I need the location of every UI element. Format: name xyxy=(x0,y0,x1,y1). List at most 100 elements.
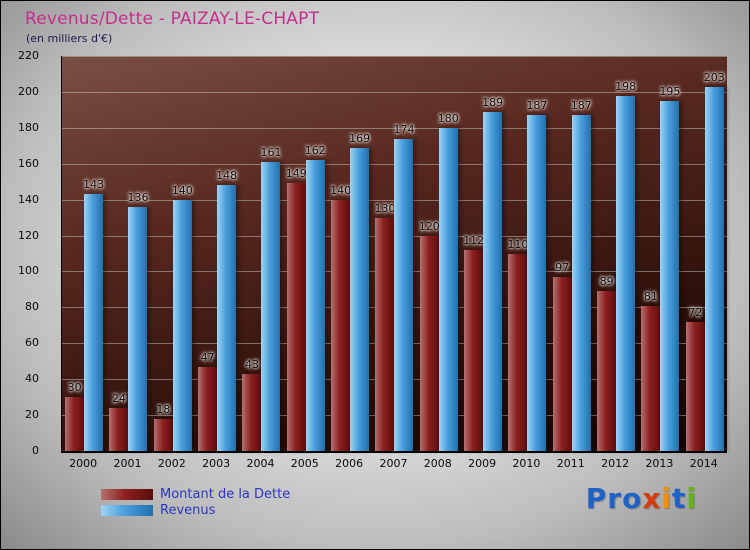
bar-group: 130 174 xyxy=(372,56,416,451)
y-tick-label: 100 xyxy=(18,264,39,278)
bar-group: 89 198 xyxy=(594,56,638,451)
bar-value-label: 112 xyxy=(463,233,485,247)
gridline xyxy=(62,91,727,93)
x-tick-label: 2011 xyxy=(556,457,585,470)
bar-value-label: 187 xyxy=(526,99,548,113)
bar-value-label: 97 xyxy=(555,260,570,274)
plot-area: 30 143 24 136 18 140 47 148 43 161 149 162 140 169 130… xyxy=(61,56,727,453)
bar-group: 140 169 xyxy=(328,56,372,451)
x-tick-label: 2009 xyxy=(468,457,497,470)
bar-value-label: 198 xyxy=(615,79,637,93)
bar-group: 110 187 xyxy=(505,56,549,451)
bar-value-label: 120 xyxy=(418,219,440,233)
x-tick-label: 2013 xyxy=(645,457,674,470)
bar-value-label: 203 xyxy=(703,70,725,84)
logo-letter: o xyxy=(622,482,643,515)
bar-group: 30 143 xyxy=(62,56,106,451)
dette-bar: 130 xyxy=(374,202,395,451)
bar-value-label: 180 xyxy=(437,111,459,125)
legend-item: Montant de la Dette xyxy=(101,486,291,502)
dette-bar: 89 xyxy=(597,275,617,451)
bar-value-label: 30 xyxy=(67,381,82,395)
bar-value-label: 18 xyxy=(156,402,171,416)
bar-group: 47 148 xyxy=(195,56,239,451)
y-tick-label: 40 xyxy=(25,372,39,386)
y-tick-label: 80 xyxy=(25,300,39,314)
bar-group: 18 140 xyxy=(151,56,195,451)
x-tick-label: 2004 xyxy=(246,457,275,470)
bar-value-label: 149 xyxy=(285,167,307,181)
bar-value-label: 47 xyxy=(200,350,215,364)
dette-bar: 43 xyxy=(242,358,262,451)
y-tick-label: 180 xyxy=(18,120,39,134)
bar-value-label: 189 xyxy=(482,95,504,109)
x-tick-label: 2007 xyxy=(379,457,408,470)
bar-value-label: 136 xyxy=(127,190,149,204)
dette-bar: 18 xyxy=(153,403,173,451)
legend-label: Montant de la Dette xyxy=(160,486,291,502)
x-tick-label: 2010 xyxy=(512,457,541,470)
gridline xyxy=(62,56,727,57)
dette-bar: 30 xyxy=(65,381,85,451)
bar-value-label: 161 xyxy=(260,145,282,159)
bar-group: 24 136 xyxy=(106,56,150,451)
dette-bar: 140 xyxy=(330,184,351,451)
dette-bar: 120 xyxy=(419,220,440,451)
bar-value-label: 24 xyxy=(111,391,126,405)
dette-bar: 81 xyxy=(641,290,661,451)
bar-value-label: 43 xyxy=(244,357,259,371)
revenus-bar: 143 xyxy=(83,178,104,451)
bar-value-label: 162 xyxy=(304,144,326,158)
logo-letter: r xyxy=(607,482,623,515)
revenus-bar: 136 xyxy=(127,191,148,451)
bar-groups: 30 143 24 136 18 140 47 148 43 161 149 162 140 169 130… xyxy=(62,56,727,451)
revenus-bar: 174 xyxy=(393,123,414,451)
bar-group: 43 161 xyxy=(239,56,283,451)
bar-group: 149 162 xyxy=(284,56,328,451)
legend-item: Revenus xyxy=(101,502,290,518)
x-tick-label: 2005 xyxy=(290,457,319,470)
gridline xyxy=(62,127,727,129)
bar-group: 120 180 xyxy=(417,56,461,451)
revenus-bar: 148 xyxy=(216,169,237,451)
legend: Montant de la Dette Revenus xyxy=(101,487,290,519)
chart-subtitle: (en milliers d'€) xyxy=(26,32,113,45)
legend-swatch xyxy=(101,504,153,516)
dette-bar: 112 xyxy=(463,234,484,451)
bar-value-label: 187 xyxy=(570,99,592,113)
bar-value-label: 81 xyxy=(643,289,658,303)
revenus-bar: 162 xyxy=(305,144,326,451)
x-tick-label: 2014 xyxy=(689,457,718,470)
bar-value-label: 148 xyxy=(216,169,238,183)
y-axis-labels: 0 20 40 60 80 100 120 140 160 180 200 220 xyxy=(1,49,55,457)
revenus-bar: 189 xyxy=(482,96,503,451)
revenus-bar: 198 xyxy=(615,80,636,451)
y-tick-label: 60 xyxy=(25,336,39,350)
x-axis-labels: 2000 2001 2002 2003 2004 2005 2006 2007 2008 2009… xyxy=(61,457,726,470)
x-tick-label: 2002 xyxy=(157,457,186,470)
bar-group: 97 187 xyxy=(550,56,594,451)
bar-value-label: 72 xyxy=(688,305,703,319)
bar-value-label: 169 xyxy=(349,131,371,145)
bar-group: 112 189 xyxy=(461,56,505,451)
logo-letter: i xyxy=(661,482,672,515)
y-tick-label: 140 xyxy=(18,192,39,206)
logo-letter: P xyxy=(585,482,608,515)
y-tick-label: 160 xyxy=(18,156,39,170)
logo-letter: x xyxy=(642,482,662,515)
dette-bar: 110 xyxy=(507,238,528,451)
revenus-bar: 187 xyxy=(571,99,592,451)
logo-letter: t xyxy=(672,482,687,515)
bar-value-label: 174 xyxy=(393,122,415,136)
x-tick-label: 2008 xyxy=(423,457,452,470)
y-tick-label: 120 xyxy=(18,228,39,242)
proxiti-logo: Proxiti xyxy=(586,482,697,515)
y-tick-label: 0 xyxy=(32,444,39,457)
dette-bar: 47 xyxy=(198,351,218,451)
legend-label: Revenus xyxy=(160,502,216,518)
bar-value-label: 140 xyxy=(330,183,352,197)
revenus-bar: 203 xyxy=(704,71,725,451)
bar-value-label: 143 xyxy=(83,178,105,192)
dette-bar: 24 xyxy=(109,392,129,451)
